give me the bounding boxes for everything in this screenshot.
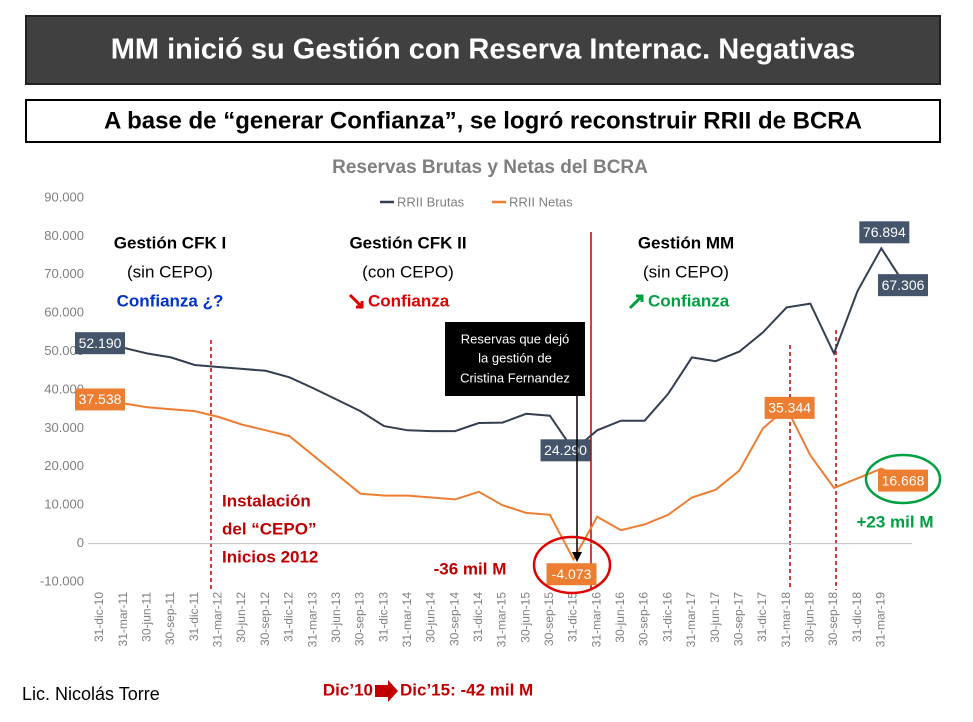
chart-title: Reservas Brutas y Netas del BCRA bbox=[332, 157, 648, 178]
legend-label: RRII Netas bbox=[509, 194, 573, 209]
x-tick-label: 31-mar-15 bbox=[495, 592, 509, 648]
annotation: (sin CEPO) bbox=[643, 262, 729, 281]
value-label: 24.290 bbox=[544, 442, 587, 458]
subtitle-box bbox=[25, 99, 941, 143]
series-line bbox=[99, 398, 906, 562]
x-tick-label: 31-dic-11 bbox=[187, 592, 201, 641]
annotation: del “CEPO” bbox=[222, 519, 316, 538]
callout-text: Reservas que dejó bbox=[461, 331, 569, 346]
down-arrow bbox=[348, 293, 364, 309]
up-arrow bbox=[628, 294, 644, 310]
annotation: (sin CEPO) bbox=[127, 262, 213, 281]
callout-text: Cristina Fernandez bbox=[460, 370, 570, 385]
x-tick-label: 31-dic-12 bbox=[282, 592, 296, 642]
value-label-box bbox=[75, 388, 125, 411]
x-tick-label: 31-mar-11 bbox=[116, 592, 130, 647]
title-banner bbox=[25, 15, 941, 85]
annotation: Confianza bbox=[648, 291, 730, 310]
callout-arrowhead bbox=[572, 552, 582, 562]
x-tick-label: 30-sep-11 bbox=[163, 592, 177, 645]
x-tick-label: 30-jun-15 bbox=[518, 592, 532, 643]
value-label-box bbox=[859, 221, 910, 244]
y-tick-label: 50.000 bbox=[44, 343, 84, 358]
x-tick-label: 30-sep-15 bbox=[542, 592, 556, 646]
x-tick-label: 31-mar-13 bbox=[305, 592, 319, 648]
y-tick-label: 20.000 bbox=[44, 458, 84, 473]
y-tick-label: -10.000 bbox=[40, 573, 84, 588]
annotation: Gestión MM bbox=[638, 233, 734, 252]
value-label: -4.073 bbox=[552, 566, 592, 582]
value-label: 37.538 bbox=[79, 391, 122, 407]
x-tick-label: 30-jun-11 bbox=[140, 592, 154, 642]
annotation: -36 mil M bbox=[434, 559, 507, 578]
x-tick-label: 31-mar-18 bbox=[779, 592, 793, 648]
y-tick-label: 30.000 bbox=[44, 420, 84, 435]
callout-box bbox=[445, 322, 585, 396]
y-tick-label: 10.000 bbox=[44, 497, 84, 512]
value-label: 67.306 bbox=[882, 277, 925, 293]
x-tick-label: 31-dic-15 bbox=[566, 592, 580, 642]
x-tick-label: 30-jun-12 bbox=[234, 592, 248, 643]
x-tick-label: 30-jun-16 bbox=[613, 592, 627, 643]
x-tick-label: 30-jun-18 bbox=[802, 592, 816, 643]
x-tick-label: 31-dic-17 bbox=[755, 592, 769, 642]
series-line bbox=[99, 246, 906, 452]
x-tick-label: 31-mar-17 bbox=[684, 592, 698, 648]
annotation: Gestión CFK I bbox=[114, 233, 226, 252]
highlight-ring bbox=[532, 535, 612, 595]
x-tick-label: 31-mar-12 bbox=[211, 592, 225, 648]
x-tick-label: 30-sep-16 bbox=[637, 592, 651, 646]
x-tick-label: 30-jun-13 bbox=[329, 592, 343, 643]
x-tick-label: 30-sep-17 bbox=[731, 592, 745, 646]
x-tick-label: 31-dic-14 bbox=[471, 592, 485, 642]
callout-text: la gestión de bbox=[478, 350, 552, 365]
y-tick-label: 90.000 bbox=[44, 189, 84, 204]
y-tick-label: 70.000 bbox=[44, 266, 84, 281]
annotation: Confianza ¿? bbox=[117, 291, 224, 310]
annotation: Inicios 2012 bbox=[222, 547, 318, 566]
value-label-box bbox=[546, 563, 597, 586]
right-arrow bbox=[375, 680, 398, 702]
y-tick-label: 80.000 bbox=[44, 228, 84, 243]
value-label: 76.894 bbox=[863, 224, 906, 240]
x-tick-label: 31-mar-19 bbox=[873, 592, 887, 648]
y-tick-label: 60.000 bbox=[44, 305, 84, 320]
x-tick-label: 30-jun-17 bbox=[708, 592, 722, 643]
value-label: 16.668 bbox=[882, 472, 925, 488]
value-label-box bbox=[764, 396, 815, 419]
author: Lic. Nicolás Torre bbox=[22, 684, 160, 704]
x-tick-label: 31-dic-18 bbox=[850, 592, 864, 642]
value-label: 52.190 bbox=[79, 335, 122, 351]
x-tick-label: 30-sep-13 bbox=[353, 592, 367, 646]
y-tick-label: 40.000 bbox=[44, 381, 84, 396]
y-tick-label: 0 bbox=[77, 535, 84, 550]
x-tick-label: 30-sep-18 bbox=[826, 592, 840, 646]
x-tick-label: 31-dic-16 bbox=[660, 592, 674, 642]
value-label-box bbox=[75, 332, 125, 355]
x-tick-label: 31-dic-13 bbox=[376, 592, 390, 642]
slide-title: MM inició su Gestión con Reserva Interna… bbox=[111, 34, 856, 66]
x-tick-label: 30-sep-14 bbox=[447, 592, 461, 646]
annotation: Confianza bbox=[368, 291, 450, 310]
slide-subtitle: A base de “generar Confianza”, se logró … bbox=[104, 107, 862, 134]
x-tick-label: 30-sep-12 bbox=[258, 592, 272, 646]
footer-text: Dic’10 bbox=[323, 680, 373, 699]
annotation: +23 mil M bbox=[856, 512, 933, 531]
highlight-ring bbox=[864, 453, 942, 505]
x-tick-label: 31-mar-16 bbox=[589, 592, 603, 648]
plot: -10.000 0 10.000 20.000 30.000 40.000 50.000 60… bbox=[40, 189, 928, 647]
value-label-box bbox=[540, 439, 591, 462]
annotation: (con CEPO) bbox=[362, 262, 454, 281]
annotation: Instalación bbox=[222, 491, 311, 510]
x-tick-label: 31-mar-14 bbox=[400, 592, 414, 648]
footer-text: Dic’15: -42 mil M bbox=[400, 680, 533, 699]
legend-label: RRII Brutas bbox=[397, 194, 465, 209]
value-label-box bbox=[878, 274, 928, 297]
value-label: 35.344 bbox=[768, 400, 811, 416]
x-tick-label: 30-jun-14 bbox=[424, 592, 438, 643]
value-label-box bbox=[878, 469, 928, 492]
x-tick-label: 31-dic-10 bbox=[92, 592, 106, 642]
annotation: Gestión CFK II bbox=[349, 233, 466, 252]
